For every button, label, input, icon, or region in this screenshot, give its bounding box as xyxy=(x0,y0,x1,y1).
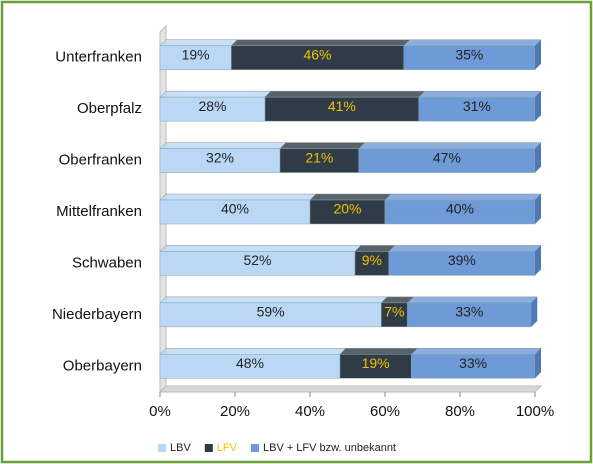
bar-segment xyxy=(407,302,532,328)
bar-segment xyxy=(418,96,536,122)
bar-side xyxy=(535,39,541,70)
bar-top xyxy=(358,142,542,149)
bar-segment xyxy=(388,251,536,276)
bar-top xyxy=(159,90,272,98)
bar-segment xyxy=(339,354,412,379)
value-label: 19% xyxy=(182,46,210,62)
value-label: 39% xyxy=(448,252,476,268)
category-label: Mittelfranken xyxy=(56,203,142,220)
bar-segment xyxy=(384,199,536,225)
bar-side xyxy=(531,296,538,327)
bar-segment xyxy=(159,96,266,122)
bar-top xyxy=(159,193,317,201)
bar-top xyxy=(159,296,388,304)
value-label: 28% xyxy=(198,98,226,114)
bar-top xyxy=(410,348,542,355)
bar-segment xyxy=(309,199,386,225)
category-label: Unterfranken xyxy=(55,49,142,66)
bar-top xyxy=(403,39,542,46)
bar-top xyxy=(230,39,411,46)
bar-segment xyxy=(264,96,419,122)
category-label: Schwaben xyxy=(72,254,142,271)
bar-top xyxy=(388,245,542,252)
value-label: 20% xyxy=(333,201,361,217)
value-label: 46% xyxy=(303,46,331,62)
category-label: Niederbayern xyxy=(52,306,142,323)
bar-segment xyxy=(354,251,389,276)
bar-top xyxy=(418,90,542,98)
value-label: 9% xyxy=(362,252,382,268)
legend-swatch xyxy=(250,444,259,452)
value-label: 21% xyxy=(305,149,333,165)
bar-side xyxy=(535,245,541,276)
x-tick-label: 100% xyxy=(516,403,554,420)
legend-swatch xyxy=(204,444,213,452)
value-label: 31% xyxy=(463,98,491,114)
value-label: 47% xyxy=(433,149,461,165)
value-label: 33% xyxy=(455,304,483,320)
value-label: 41% xyxy=(328,98,356,114)
value-label: 40% xyxy=(446,201,474,217)
bar-segment xyxy=(159,251,356,276)
bar-side xyxy=(535,91,541,122)
x-tick-label: 20% xyxy=(220,403,250,420)
value-label: 33% xyxy=(459,355,487,371)
bar-top xyxy=(384,193,542,201)
value-label: 32% xyxy=(206,149,234,165)
bar-segment xyxy=(159,354,341,379)
bar-top xyxy=(339,348,418,355)
category-label: Oberfranken xyxy=(59,152,142,169)
bar-top xyxy=(159,39,238,46)
category-label: Oberbayern xyxy=(63,357,142,374)
bar-segment xyxy=(381,302,408,328)
legend-label: LBV xyxy=(170,442,191,454)
category-label: Oberpfalz xyxy=(77,100,142,117)
floor xyxy=(158,385,543,393)
bar-segment xyxy=(411,354,536,379)
bar-side xyxy=(535,194,541,224)
bar-top xyxy=(279,142,366,149)
value-label: 48% xyxy=(236,355,264,371)
value-label: 52% xyxy=(243,252,271,268)
bar-top xyxy=(264,90,426,98)
bar-segment xyxy=(159,148,281,173)
x-tick-label: 40% xyxy=(295,403,325,420)
value-label: 19% xyxy=(362,355,390,371)
bar-top xyxy=(159,142,287,149)
value-label: 40% xyxy=(221,201,249,217)
value-label: 59% xyxy=(257,304,285,320)
bar-top xyxy=(159,348,347,355)
legend-label: LBV + LFV bzw. unbekannt xyxy=(263,442,396,454)
bar-segment xyxy=(159,45,232,70)
bar-segment xyxy=(231,45,404,70)
bar-top xyxy=(354,245,396,252)
bar-segment xyxy=(358,148,536,173)
bar-top xyxy=(159,245,362,252)
value-label: 35% xyxy=(455,46,483,62)
bar-side xyxy=(535,348,541,379)
bar-top xyxy=(406,296,538,304)
legend-swatch xyxy=(158,444,166,452)
value-label: 7% xyxy=(384,304,404,320)
x-tick-label: 60% xyxy=(370,403,400,420)
x-tick-label: 0% xyxy=(149,403,171,420)
bar-side xyxy=(535,142,541,173)
bar-segment xyxy=(403,45,536,70)
legend-label: LFV xyxy=(217,442,238,454)
x-tick-label: 80% xyxy=(445,403,475,420)
bar-segment xyxy=(159,302,382,328)
bar-top xyxy=(309,193,392,201)
